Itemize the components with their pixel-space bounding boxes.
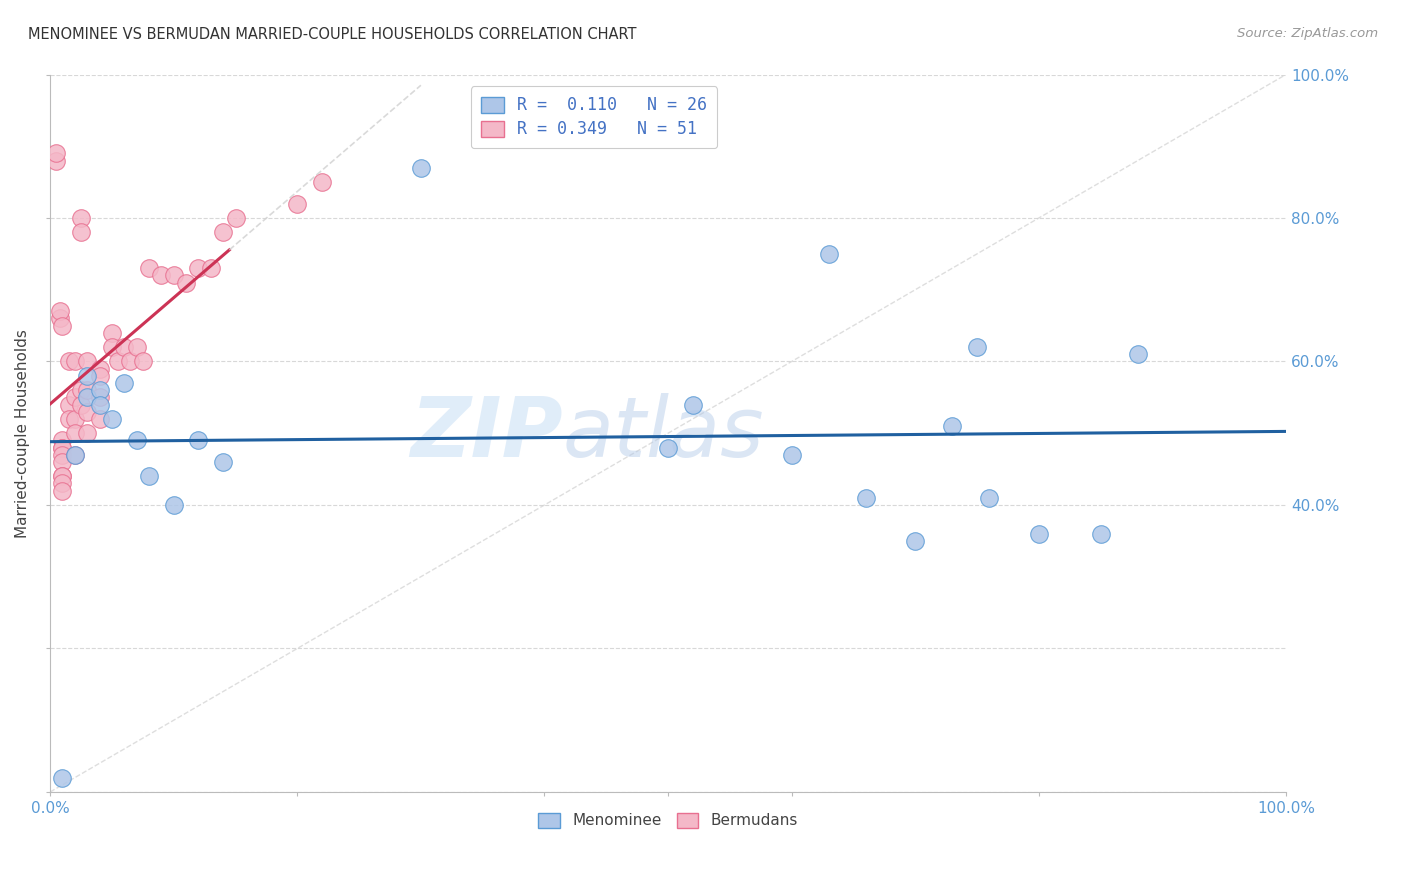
Point	[89, 361, 111, 376]
Point	[63, 354, 86, 368]
Point	[174, 276, 197, 290]
Point	[107, 354, 129, 368]
Point	[212, 225, 235, 239]
Point	[58, 398, 80, 412]
Point	[150, 268, 173, 283]
Point	[89, 398, 111, 412]
Point	[112, 340, 135, 354]
Point	[285, 196, 308, 211]
Point	[200, 261, 222, 276]
Point	[70, 398, 93, 412]
Point	[51, 441, 73, 455]
Point	[76, 426, 98, 441]
Point	[1028, 526, 1050, 541]
Point	[125, 340, 148, 354]
Point	[45, 146, 67, 161]
Point	[51, 469, 73, 483]
Point	[682, 398, 704, 412]
Y-axis label: Married-couple Households: Married-couple Households	[15, 329, 30, 538]
Point	[70, 211, 93, 225]
Point	[125, 434, 148, 448]
Point	[76, 368, 98, 383]
Point	[51, 483, 73, 498]
Point	[212, 455, 235, 469]
Point	[49, 311, 72, 326]
Point	[966, 340, 988, 354]
Point	[58, 354, 80, 368]
Point	[63, 448, 86, 462]
Point	[63, 448, 86, 462]
Point	[163, 268, 186, 283]
Point	[63, 412, 86, 426]
Point	[63, 390, 86, 404]
Point	[89, 412, 111, 426]
Point	[51, 441, 73, 455]
Point	[855, 491, 877, 505]
Text: Source: ZipAtlas.com: Source: ZipAtlas.com	[1237, 27, 1378, 40]
Point	[89, 368, 111, 383]
Text: MENOMINEE VS BERMUDAN MARRIED-COUPLE HOUSEHOLDS CORRELATION CHART: MENOMINEE VS BERMUDAN MARRIED-COUPLE HOU…	[28, 27, 637, 42]
Point	[51, 771, 73, 785]
Point	[225, 211, 247, 225]
Point	[58, 412, 80, 426]
Point	[51, 476, 73, 491]
Point	[657, 441, 679, 455]
Point	[163, 498, 186, 512]
Point	[780, 448, 803, 462]
Point	[904, 533, 927, 548]
Text: ZIP: ZIP	[411, 392, 562, 474]
Point	[51, 469, 73, 483]
Point	[76, 383, 98, 397]
Point	[70, 225, 93, 239]
Point	[132, 354, 155, 368]
Point	[49, 304, 72, 318]
Point	[311, 175, 333, 189]
Point	[101, 326, 124, 340]
Point	[76, 390, 98, 404]
Point	[138, 261, 160, 276]
Point	[1090, 526, 1112, 541]
Legend: Menominee, Bermudans: Menominee, Bermudans	[533, 806, 804, 835]
Point	[187, 434, 209, 448]
Point	[1126, 347, 1149, 361]
Text: atlas: atlas	[562, 392, 765, 474]
Point	[76, 405, 98, 419]
Point	[817, 247, 839, 261]
Point	[89, 383, 111, 397]
Point	[979, 491, 1001, 505]
Point	[76, 354, 98, 368]
Point	[45, 153, 67, 168]
Point	[70, 383, 93, 397]
Point	[51, 455, 73, 469]
Point	[138, 469, 160, 483]
Point	[409, 161, 432, 175]
Point	[51, 434, 73, 448]
Point	[63, 426, 86, 441]
Point	[112, 376, 135, 390]
Point	[51, 448, 73, 462]
Point	[120, 354, 142, 368]
Point	[941, 419, 963, 434]
Point	[187, 261, 209, 276]
Point	[51, 318, 73, 333]
Point	[101, 340, 124, 354]
Point	[101, 412, 124, 426]
Point	[89, 390, 111, 404]
